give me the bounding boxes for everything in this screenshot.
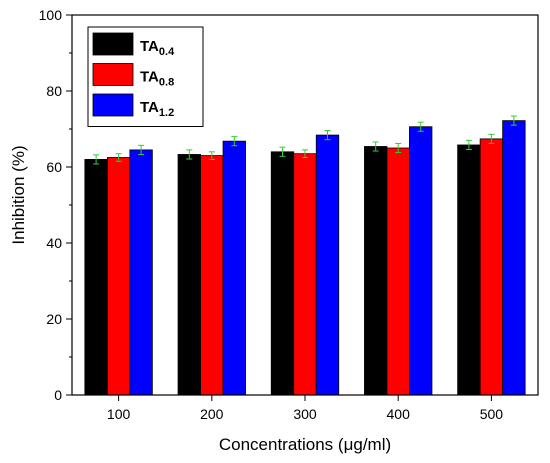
y-tick-label: 60 [46, 159, 62, 175]
axis-ticks: 100 200 300 400 500 0 20 40 60 80 100 [39, 7, 504, 422]
y-tick-label: 20 [46, 311, 62, 327]
y-tick-label: 0 [54, 387, 62, 403]
legend-label: TA0.8 [140, 69, 174, 89]
bar [364, 146, 388, 396]
legend: TA0.4 TA0.8 TA1.2 [87, 26, 204, 127]
bar [315, 134, 340, 396]
error-bars-layer [93, 115, 517, 165]
bar [270, 151, 295, 396]
legend-swatch [92, 63, 134, 86]
bar [457, 144, 481, 396]
bar [502, 120, 526, 396]
x-tick-label: 300 [293, 406, 317, 422]
x-tick-label: 500 [480, 406, 504, 422]
bar [84, 158, 108, 396]
x-tick-label: 400 [387, 406, 411, 422]
y-tick-label: 100 [39, 7, 63, 23]
legend-label: TA0.4 [140, 38, 175, 58]
y-tick-label: 40 [46, 235, 62, 251]
y-tick-label: 80 [46, 83, 62, 99]
bars-layer [84, 120, 526, 396]
bar [386, 147, 410, 396]
bar [177, 154, 201, 396]
bar [409, 126, 433, 396]
x-tick-label: 100 [107, 406, 131, 422]
legend-label: TA1.2 [140, 99, 174, 119]
x-tick-label: 200 [200, 406, 224, 422]
bar [129, 149, 153, 396]
legend-swatch [92, 93, 134, 117]
bar [106, 157, 131, 396]
bar [222, 140, 246, 396]
bar [479, 138, 504, 396]
bar [200, 155, 224, 396]
legend-swatch [92, 32, 134, 56]
bar [293, 153, 317, 396]
y-axis-title: Inhibition (%) [9, 145, 28, 244]
x-axis-title: Concentrations (μg/ml) [219, 435, 391, 454]
